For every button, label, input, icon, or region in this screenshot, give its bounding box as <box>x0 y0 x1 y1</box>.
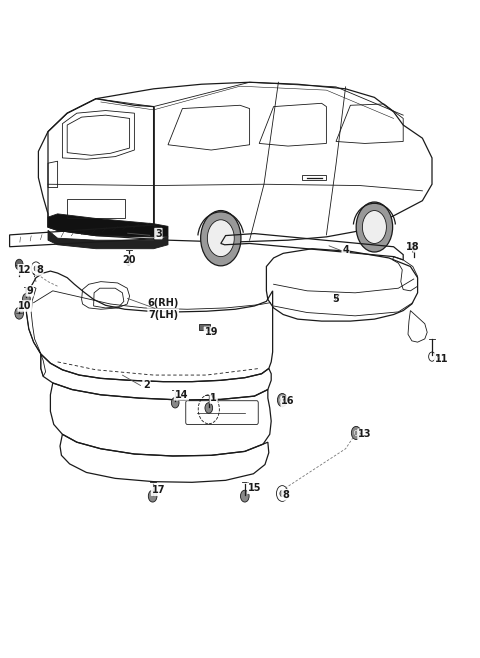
Text: 17: 17 <box>152 485 165 495</box>
Bar <box>199 324 210 330</box>
Text: 14: 14 <box>175 390 188 400</box>
Text: 10: 10 <box>18 301 32 311</box>
Text: 20: 20 <box>122 255 135 265</box>
Text: 13: 13 <box>358 429 372 440</box>
Circle shape <box>15 259 23 270</box>
Circle shape <box>23 293 30 304</box>
Circle shape <box>240 490 249 502</box>
Circle shape <box>351 426 361 440</box>
Text: 16: 16 <box>281 396 295 407</box>
Circle shape <box>148 490 157 502</box>
Text: 11: 11 <box>435 353 448 364</box>
Circle shape <box>205 403 213 413</box>
Polygon shape <box>48 214 168 237</box>
Text: 2: 2 <box>143 380 150 390</box>
Circle shape <box>201 211 241 266</box>
Circle shape <box>362 211 386 243</box>
Text: 8: 8 <box>36 265 43 275</box>
Circle shape <box>277 393 287 407</box>
Text: 19: 19 <box>204 327 218 338</box>
Text: 6(RH): 6(RH) <box>147 297 179 308</box>
Bar <box>302 175 326 180</box>
Polygon shape <box>48 230 168 249</box>
Text: 4: 4 <box>342 245 349 255</box>
Text: 9: 9 <box>26 286 33 296</box>
Text: 7(LH): 7(LH) <box>148 309 178 320</box>
Circle shape <box>171 397 179 408</box>
Circle shape <box>207 220 234 257</box>
Text: 1: 1 <box>210 393 217 403</box>
Circle shape <box>356 202 393 252</box>
Circle shape <box>280 490 285 497</box>
Text: 3: 3 <box>155 228 162 239</box>
Text: 15: 15 <box>248 483 261 494</box>
Text: 8: 8 <box>282 490 289 500</box>
Bar <box>67 199 125 218</box>
Circle shape <box>126 257 132 265</box>
Text: 18: 18 <box>406 241 420 252</box>
Text: 12: 12 <box>18 265 32 275</box>
Circle shape <box>411 243 417 251</box>
Circle shape <box>15 307 24 319</box>
Circle shape <box>34 266 38 271</box>
Text: 5: 5 <box>333 294 339 305</box>
